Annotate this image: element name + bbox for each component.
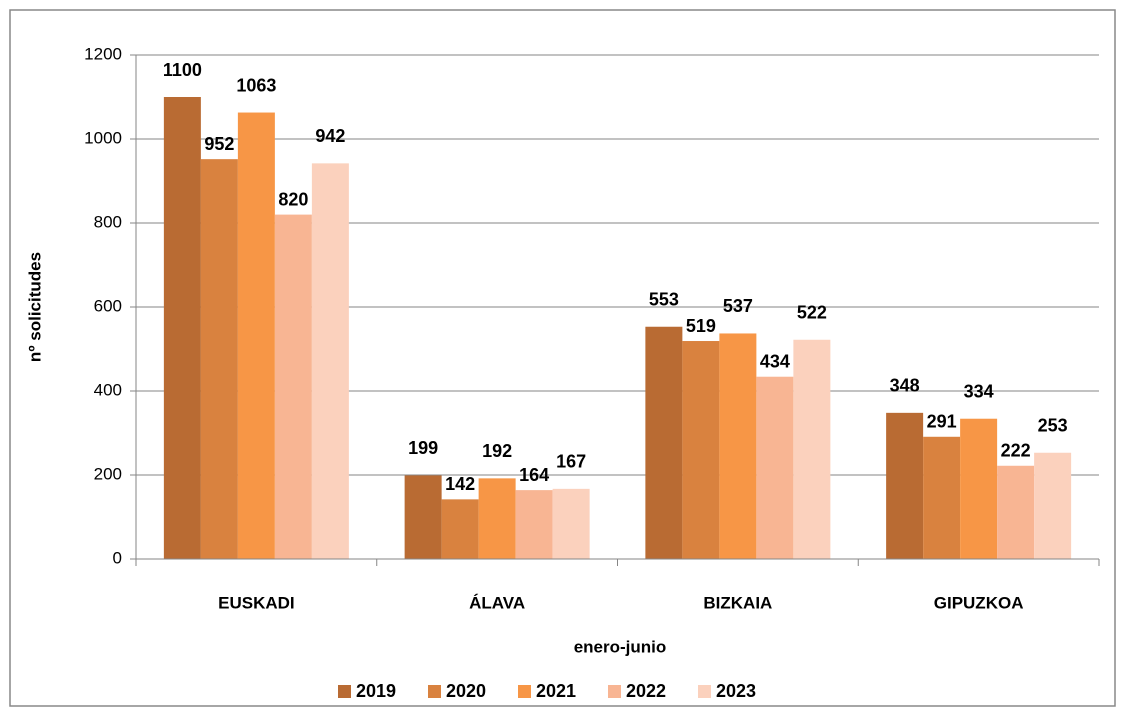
x-axis-title: enero-junio [574, 637, 667, 656]
data-label: 942 [315, 126, 345, 146]
data-label: 291 [927, 412, 957, 432]
bar [552, 488, 590, 559]
y-tick-label: 200 [94, 464, 122, 483]
bar [756, 376, 794, 559]
bar [793, 339, 831, 559]
bar [274, 214, 312, 559]
legend-swatch [338, 685, 351, 698]
legend-label: 2020 [446, 681, 486, 701]
legend-swatch [608, 685, 621, 698]
y-tick-label: 800 [94, 212, 122, 231]
y-axis-title: nº solicitudes [25, 252, 44, 362]
bar [311, 163, 349, 560]
bar [682, 341, 720, 559]
legend-label: 2022 [626, 681, 666, 701]
legend-swatch [698, 685, 711, 698]
data-label: 253 [1038, 415, 1068, 435]
data-label: 164 [519, 465, 549, 485]
x-tick-label: ÁLAVA [469, 593, 525, 612]
x-tick-label: GIPUZKOA [934, 593, 1024, 612]
y-tick-label: 1200 [84, 44, 122, 63]
data-label: 519 [686, 316, 716, 336]
legend-swatch [428, 685, 441, 698]
data-label: 167 [556, 452, 586, 472]
data-label: 537 [723, 296, 753, 316]
data-label: 1100 [163, 60, 202, 80]
data-label: 522 [797, 303, 827, 323]
bar [515, 490, 553, 559]
y-tick-label: 0 [113, 548, 122, 567]
bar [886, 412, 924, 559]
data-label: 222 [1001, 441, 1031, 461]
data-label: 348 [890, 376, 920, 396]
bar [997, 465, 1035, 559]
data-label: 952 [204, 134, 234, 154]
y-tick-label: 600 [94, 296, 122, 315]
data-label: 142 [445, 474, 475, 494]
data-label: 553 [649, 289, 679, 309]
legend-label: 2021 [536, 681, 576, 701]
data-label: 820 [278, 189, 308, 209]
legend-label: 2019 [356, 681, 396, 701]
bar [645, 326, 683, 559]
bar [200, 159, 238, 559]
y-tick-label: 1000 [84, 128, 122, 147]
data-label: 199 [408, 438, 438, 458]
data-label: 1063 [236, 75, 276, 95]
bar [923, 436, 961, 559]
bar [719, 333, 757, 559]
bar [163, 97, 201, 559]
x-tick-label: EUSKADI [218, 593, 295, 612]
bar [237, 112, 275, 559]
data-label: 334 [964, 381, 994, 401]
bar [960, 418, 998, 559]
legend-swatch [518, 685, 531, 698]
bar [404, 475, 442, 559]
y-tick-label: 400 [94, 380, 122, 399]
x-tick-label: BIZKAIA [703, 593, 772, 612]
bar [478, 478, 516, 559]
legend-label: 2023 [716, 681, 756, 701]
bar [441, 499, 479, 559]
bar [1034, 452, 1072, 559]
data-label: 434 [760, 351, 790, 371]
data-label: 192 [482, 441, 512, 461]
